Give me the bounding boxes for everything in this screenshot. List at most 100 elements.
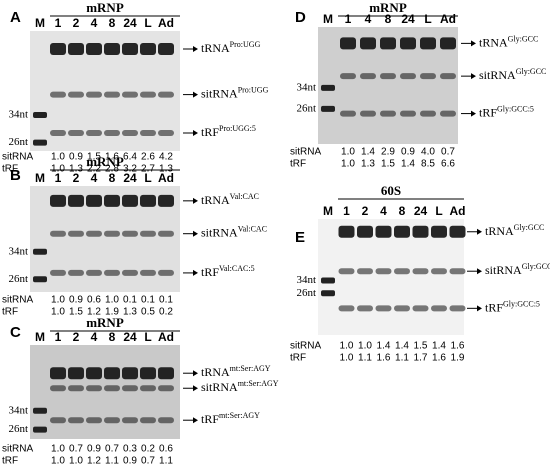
lane-label: 2 [73,16,80,30]
size-marker: 34nt [8,109,28,121]
band [104,417,120,424]
band [158,385,174,392]
size-marker: 34nt [8,404,28,416]
panel-letter: A [10,9,21,26]
band [158,269,174,276]
label-base: tRNA [485,224,514,238]
band [140,367,156,380]
row-value: 0.9 [401,147,415,158]
panel-title: mRNP [86,315,124,330]
band [50,43,66,55]
band-label: tRNAmt:Ser:AGY [201,364,271,379]
row-value: 1.6 [451,341,465,352]
row-value: 1.0 [69,456,83,465]
label-sup: Pro:UGG [238,85,269,94]
band [158,130,174,136]
marker-band [321,290,335,297]
band-label: sitRNAPro:UGG [201,85,269,100]
band [380,37,396,50]
band [449,268,466,275]
band [431,305,447,312]
row-value: 0.2 [141,444,155,455]
label-base: sitRNA [201,225,238,239]
band [104,91,120,98]
row-value: 1.4 [377,341,391,352]
band [357,268,373,275]
row-value: 2.8 [105,164,119,175]
lane-label: M [323,12,333,26]
lane-label: Ad [158,171,174,185]
marker-band [33,248,47,255]
row-value: 2.9 [381,147,395,158]
row-value: 1.5 [414,341,428,352]
band [340,73,356,80]
label-sup: Gly:GCC [514,223,545,232]
row-value: 1.0 [51,152,65,163]
row-value: 1.1 [358,353,372,364]
row-label: tRF [290,353,306,364]
lane-label: 1 [345,12,352,26]
row-value: 1.7 [414,353,428,364]
lane-label: L [424,12,431,26]
band [140,385,156,392]
band [400,37,416,50]
row-label: sitRNA [2,295,33,306]
arrow-head [193,230,198,237]
band [420,110,436,117]
row-value: 2.2 [87,164,101,175]
label-sup: Gly:GCC:5 [497,104,534,113]
lane-label: L [144,171,151,185]
row-value: 1.5 [87,152,101,163]
arrow-head [477,228,482,235]
panel-title: mRNP [86,0,124,15]
label-sup: Gly:GCC:5 [503,299,540,308]
row-value: 1.3 [69,164,83,175]
band [122,385,138,392]
band-label: tRFmt:Ser:AGY [201,411,260,426]
marker-band [33,407,47,414]
label-sup: mt:Ser:AGY [230,364,271,373]
arrow-head [471,40,476,47]
band [50,385,66,392]
row-value: 8.5 [421,159,435,170]
lane-label: 2 [73,171,80,185]
lane-label: 1 [343,204,350,218]
row-value: 1.0 [341,147,355,158]
row-value: 1.0 [341,159,355,170]
band [449,225,466,238]
row-value: 1.9 [451,353,465,364]
band [68,417,84,424]
lane-label: Ad [450,204,466,218]
band [140,269,156,276]
label-base: tRNA [201,193,230,207]
panel-letter: E [295,229,305,246]
row-value: 1.2 [87,307,101,318]
panel-title: mRNP [369,0,407,15]
band [50,91,66,98]
band [86,91,102,98]
lane-label: 24 [123,16,137,30]
band [340,110,356,117]
row-value: 4.0 [421,147,435,158]
band [420,37,436,50]
arrow-head [193,417,198,424]
row-value: 1.2 [87,456,101,465]
row-value: 1.3 [361,159,375,170]
label-base: sitRNA [201,380,238,394]
lane-label: L [435,204,442,218]
band [140,194,156,207]
marker-band [321,84,335,91]
row-value: 0.9 [87,444,101,455]
row-label: sitRNA [2,152,33,163]
row-label: sitRNA [290,341,321,352]
band [431,225,447,238]
row-value: 1.6 [432,353,446,364]
marker-band [321,105,335,112]
arrow-head [477,268,482,275]
lane-label: 8 [385,12,392,26]
panel-title: 60S [381,183,401,198]
